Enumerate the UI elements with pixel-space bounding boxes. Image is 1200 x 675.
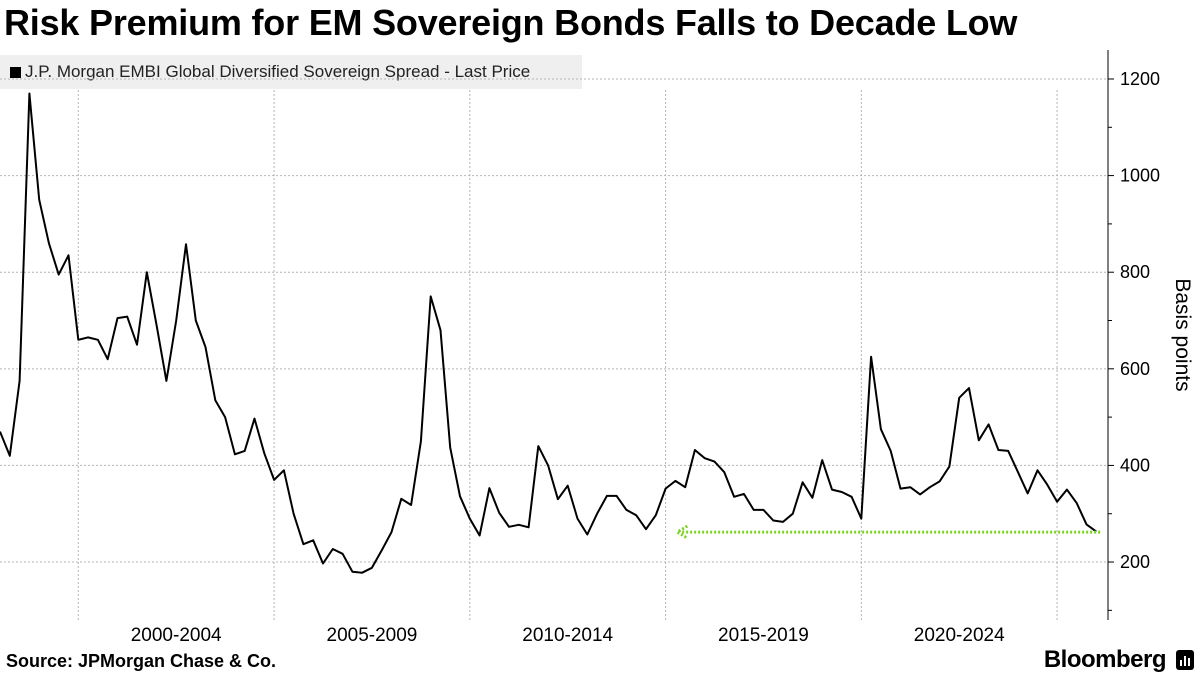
brand-logo-text: Bloomberg [1043,646,1167,673]
legend-label: J.P. Morgan EMBI Global Diversified Sove… [25,62,531,81]
y-tick-label: 200 [1120,552,1150,572]
x-tick-label: 2005-2009 [327,625,418,646]
y-axis-title: Basis points [1171,278,1194,391]
bloomberg-icon [1176,650,1194,670]
y-tick-label: 400 [1120,455,1150,475]
legend-swatch [10,66,21,78]
x-axis: 2000-2004 2005-2009 2010-2014 2015-2019 2020… [131,625,1005,646]
source-note: Source: JPMorgan Chase & Co. [6,651,277,671]
gridlines [0,78,1108,620]
annotation-layer [674,524,1101,540]
series-layer [0,92,1097,574]
legend: J.P. Morgan EMBI Global Diversified Sove… [0,55,582,89]
x-tick-label: 2015-2019 [718,625,809,646]
chart-title: Risk Premium for EM Sovereign Bonds Fall… [4,2,1018,43]
spread-line [0,92,1097,574]
x-tick-label: 2020-2024 [914,625,1005,646]
y-tick-label: 600 [1120,359,1150,379]
y-tick-label: 1000 [1120,166,1160,186]
x-tick-label: 2000-2004 [131,625,222,646]
y-tick-label: 800 [1120,262,1150,282]
y-axis: 200 400 600 800 1000 1200 [1107,50,1160,620]
y-tick-label: 1200 [1120,69,1160,89]
x-tick-label: 2010-2014 [522,625,613,646]
